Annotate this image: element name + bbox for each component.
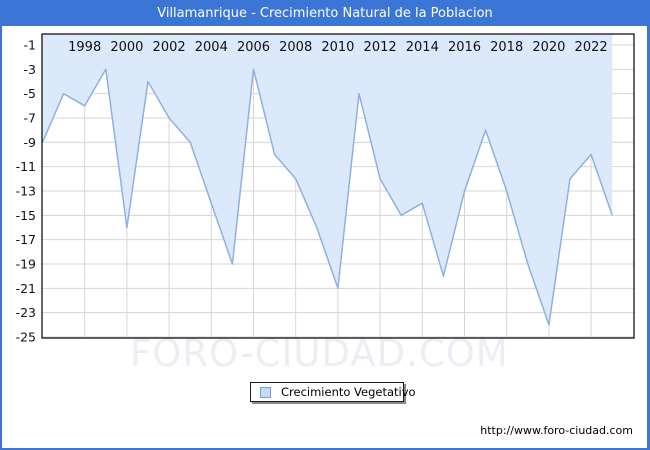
svg-text:-17: -17 <box>16 232 36 247</box>
svg-text:-5: -5 <box>24 86 36 101</box>
svg-text:-9: -9 <box>24 135 37 150</box>
x-axis-labels: 1998 2000 2002 2004 2006 2008 2010 2012 2014 2016… <box>68 40 607 55</box>
svg-text:2008: 2008 <box>279 40 312 55</box>
svg-text:2002: 2002 <box>153 40 186 55</box>
svg-text:2010: 2010 <box>321 40 354 55</box>
series-line <box>41 68 613 326</box>
series-area <box>42 34 613 325</box>
svg-text:-21: -21 <box>16 281 36 296</box>
svg-text:-11: -11 <box>16 159 36 174</box>
svg-text:-13: -13 <box>16 184 36 199</box>
svg-text:-1: -1 <box>24 38 36 53</box>
footer-url-link[interactable]: http://www.foro-ciudad.com <box>480 424 633 437</box>
legend-swatch-icon <box>260 386 271 398</box>
page-title: Villamanrique - Crecimiento Natural de l… <box>157 5 493 21</box>
y-axis-labels: -1 -3 -5 -7 -9 -11 -13 -15 -17 -19 -21 -23 -25 <box>16 38 36 345</box>
svg-text:-25: -25 <box>16 330 36 345</box>
plot-border <box>41 33 635 339</box>
svg-text:-23: -23 <box>16 305 36 320</box>
svg-text:2022: 2022 <box>575 40 608 55</box>
svg-text:2020: 2020 <box>532 40 565 55</box>
svg-text:2006: 2006 <box>237 40 270 55</box>
svg-text:1998: 1998 <box>68 40 101 55</box>
title-bar: Villamanrique - Crecimiento Natural de l… <box>2 0 647 26</box>
svg-text:-15: -15 <box>16 208 36 223</box>
svg-text:2014: 2014 <box>406 40 439 55</box>
svg-text:2016: 2016 <box>448 40 481 55</box>
svg-text:2018: 2018 <box>490 40 523 55</box>
svg-text:2012: 2012 <box>364 40 397 55</box>
watermark: FORO-CIUDAD.COM <box>130 332 509 375</box>
svg-text:-7: -7 <box>24 111 36 126</box>
legend-box[interactable]: Crecimiento Vegetativo <box>250 382 416 402</box>
svg-text:-3: -3 <box>24 62 36 77</box>
svg-text:-19: -19 <box>16 257 36 272</box>
svg-text:2000: 2000 <box>110 40 143 55</box>
legend-label: Crecimiento Vegetativo <box>281 385 416 399</box>
svg-text:2004: 2004 <box>195 40 228 55</box>
